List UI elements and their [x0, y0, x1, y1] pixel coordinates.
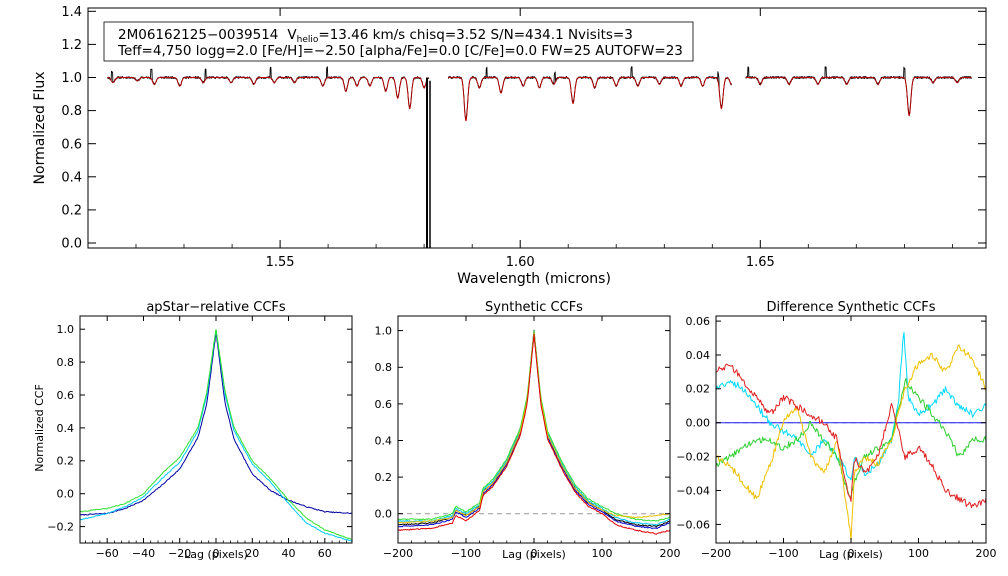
y-tick-label: 0.4 — [375, 434, 393, 447]
info-vhelio-label: V — [287, 27, 297, 43]
x-tick-label: 60 — [318, 547, 332, 560]
y-tick-label: 0.4 — [61, 170, 82, 185]
y-tick-label: 0.4 — [57, 422, 75, 435]
x-tick-label: 1.60 — [506, 255, 535, 270]
synthetic-series — [397, 329, 671, 535]
synthetic-title: Synthetic CCFs — [485, 300, 583, 315]
x-tick-label: −100 — [768, 547, 798, 560]
apstar-xlabel: Lag (pixels) — [184, 548, 248, 561]
y-tick-label: 1.0 — [375, 325, 393, 338]
y-tick-label: −0.06 — [676, 518, 710, 531]
x-tick-label: 200 — [976, 547, 997, 560]
x-tick-label: 100 — [592, 547, 613, 560]
difference-series-visit5 — [715, 363, 987, 509]
y-tick-label: 0.00 — [686, 417, 711, 430]
synthetic-series-visit4 — [397, 332, 671, 524]
y-tick-label: 1.4 — [61, 5, 82, 20]
synthetic-ccf-panel: −200 −100 0 100 200 0.0 0.2 0.4 0.6 0.8 1.0 Synthe… — [375, 300, 681, 561]
spectrum-series — [107, 66, 972, 248]
y-tick-label: 0.6 — [375, 398, 393, 411]
difference-title: Difference Synthetic CCFs — [766, 300, 935, 315]
x-tick-label: 1.65 — [746, 255, 775, 270]
info-line-1-values: =13.46 km/s chisq=3.52 S/N=434.1 Nvisits… — [318, 27, 632, 43]
y-tick-label: −0.02 — [676, 451, 710, 464]
spectrum-plot-frame — [87, 7, 987, 249]
spectrum-panel: 1.55 1.60 1.65 0.0 0.2 0.4 0.6 0.8 1.0 1.2 1.4 2M0… — [32, 5, 987, 287]
x-tick-label: 0 — [531, 547, 538, 560]
difference-series-visit2 — [715, 331, 987, 481]
spectrum-ticks: 1.55 1.60 1.65 0.0 0.2 0.4 0.6 0.8 1.0 1.2 1.4 — [61, 5, 986, 270]
y-tick-label: 0.2 — [375, 471, 393, 484]
x-tick-label: −60 — [96, 547, 119, 560]
info-vhelio-subscript: helio — [297, 35, 319, 45]
x-tick-label: 0 — [848, 547, 855, 560]
synthetic-ticks: −200 −100 0 100 200 0.0 0.2 0.4 0.6 0.8 1.0 — [375, 316, 681, 560]
x-tick-label: 200 — [660, 547, 681, 560]
difference-ticks: −200 −100 0 100 200 −0.06 −0.04 −0.02 0.00 0.02 0.… — [676, 315, 996, 560]
y-tick-label: 0.06 — [686, 315, 711, 328]
y-tick-label: 0.6 — [61, 137, 82, 152]
spectrum-xlabel: Wavelength (microns) — [457, 271, 611, 287]
x-tick-label: 0 — [213, 547, 220, 560]
y-tick-label: 0.8 — [61, 104, 82, 119]
apstar-series-visit3 — [79, 329, 353, 540]
info-box-frame — [103, 21, 694, 62]
spectrum-ylabel: Normalized Flux — [32, 72, 48, 185]
x-tick-label: −40 — [132, 547, 155, 560]
model-spectrum-chip-3 — [745, 77, 972, 117]
synthetic-xlabel: Lag (pixels) — [502, 548, 566, 561]
y-tick-label: −0.04 — [676, 484, 710, 497]
y-tick-label: 0.0 — [57, 488, 75, 501]
difference-ccf-panel: −200 −100 0 100 200 −0.06 −0.04 −0.02 0.00 0.02 0.… — [676, 300, 996, 561]
y-tick-label: 1.0 — [57, 323, 75, 336]
y-tick-label: 0.0 — [375, 508, 393, 521]
info-line-1: 2M06162125−0039514 Vhelio=13.46 km/s chis… — [118, 27, 633, 45]
x-tick-label: 100 — [908, 547, 929, 560]
x-tick-label: −20 — [168, 547, 191, 560]
spectrum-info-box: 2M06162125−0039514 Vhelio=13.46 km/s chis… — [103, 21, 694, 62]
y-tick-label: 0.6 — [57, 389, 75, 402]
model-spectrum-chip-1 — [107, 77, 430, 110]
x-tick-label: −200 — [701, 547, 731, 560]
synthetic-series-visit5 — [397, 333, 671, 535]
y-tick-label: 0.2 — [57, 455, 75, 468]
x-tick-label: 20 — [245, 547, 259, 560]
apstar-ccf-panel: −60 −40 −20 0 20 40 60 −0.2 0.0 0.2 0.4 0.6 0.8 1.0 a… — [33, 300, 353, 561]
y-tick-label: 0.8 — [57, 356, 75, 369]
apstar-series — [79, 329, 353, 543]
y-tick-label: 1.0 — [61, 71, 82, 86]
apstar-ylabel: Normalized CCF — [33, 384, 46, 472]
x-tick-label: 40 — [282, 547, 296, 560]
y-tick-label: 0.04 — [686, 349, 711, 362]
info-line-2: Teff=4,750 logg=2.0 [Fe/H]=−2.50 [alpha/… — [117, 43, 683, 59]
y-tick-label: 0.02 — [686, 383, 711, 396]
x-tick-label: −200 — [383, 547, 413, 560]
y-tick-label: 0.8 — [375, 361, 393, 374]
y-tick-label: 0.2 — [61, 204, 82, 219]
difference-xlabel: Lag (pixels) — [819, 548, 883, 561]
x-tick-label: −100 — [451, 547, 481, 560]
apstar-ticks: −60 −40 −20 0 20 40 60 −0.2 0.0 0.2 0.4 0.6 0.8 1.0 — [47, 316, 352, 560]
difference-series — [715, 331, 987, 542]
y-tick-label: 0.0 — [61, 237, 82, 252]
model-spectrum-chip-2 — [448, 77, 732, 122]
x-tick-label: 1.55 — [266, 255, 295, 270]
apstar-title: apStar−relative CCFs — [146, 300, 286, 315]
y-tick-label: −0.2 — [47, 521, 74, 534]
y-tick-label: 1.2 — [61, 38, 82, 53]
info-star-id: 2M06162125−0039514 — [118, 27, 278, 43]
